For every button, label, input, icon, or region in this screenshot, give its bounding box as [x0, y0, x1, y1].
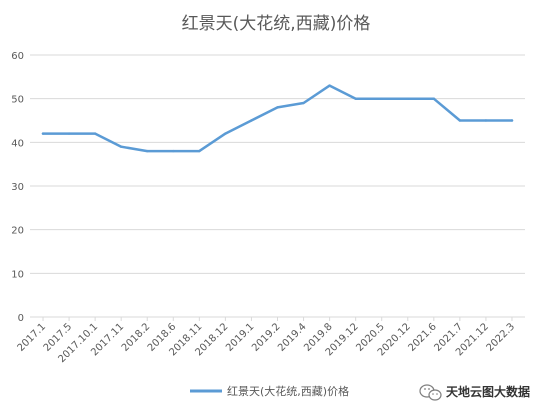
y-tick-label: 10: [11, 269, 24, 280]
data-point: [484, 119, 488, 122]
series-layer: [41, 84, 514, 153]
grid: [30, 54, 525, 318]
data-point: [172, 149, 175, 153]
y-tick-label: 30: [11, 182, 24, 193]
y-tick-label: 40: [11, 138, 24, 149]
y-tick-label: 50: [11, 95, 24, 106]
y-tick-label: 60: [11, 51, 24, 62]
data-point: [458, 119, 462, 122]
data-point: [198, 149, 201, 153]
data-point: [67, 132, 71, 135]
data-point: [146, 149, 149, 153]
chart-title: 红景天(大花统,西藏)价格: [182, 14, 371, 34]
data-point: [328, 84, 331, 87]
x-tick-label: 2022.3: [485, 321, 518, 354]
data-point: [380, 97, 383, 100]
y-tick-label: 20: [11, 226, 24, 237]
wechat-icon: [419, 384, 442, 401]
data-point: [41, 132, 45, 135]
y-tick-label: 0: [18, 313, 24, 324]
data-point: [354, 97, 357, 100]
series-line: [41, 84, 514, 153]
data-point: [302, 101, 305, 105]
data-point: [510, 119, 514, 122]
watermark: 天地云图大数据: [419, 384, 530, 401]
data-point: [276, 106, 279, 109]
data-point: [224, 132, 227, 135]
watermark-text: 天地云图大数据: [446, 384, 530, 399]
legend-label: 红景天(大花统,西藏)价格: [227, 384, 349, 398]
data-point: [250, 119, 253, 122]
data-point: [119, 145, 123, 148]
x-axis: 2017.12017.52017.10.12017.112018.22018.6…: [16, 317, 517, 365]
data-point: [93, 132, 97, 135]
y-axis: 0 10 20 30 40 50 60: [11, 51, 24, 324]
legend: 红景天(大花统,西藏)价格: [190, 384, 349, 398]
data-point: [406, 97, 409, 100]
data-point: [432, 97, 436, 100]
